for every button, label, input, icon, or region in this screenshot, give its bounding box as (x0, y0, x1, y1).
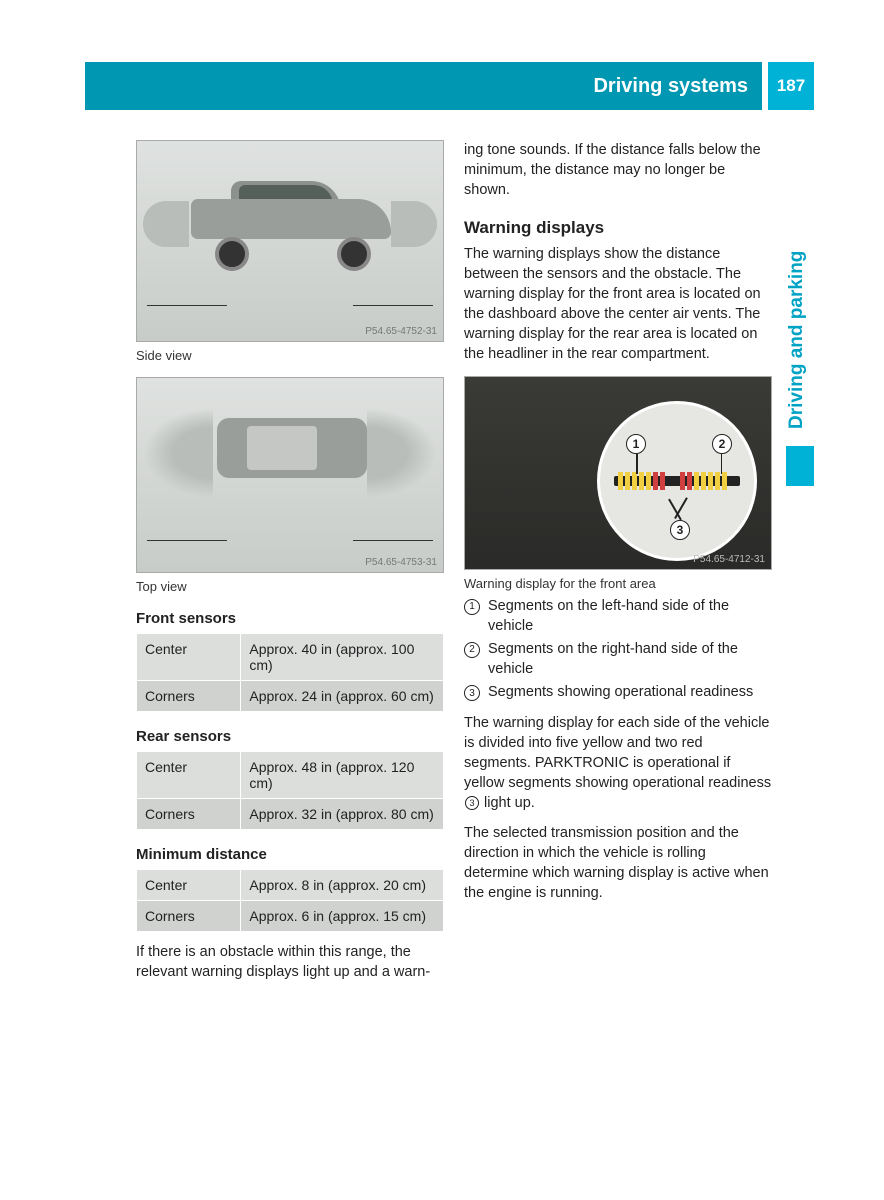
para-warning-intro: The warning displays show the distance b… (464, 244, 772, 364)
side-tab: Driving and parking (786, 240, 814, 486)
table-row: CenterApprox. 48 in (approx. 120 cm) (137, 752, 444, 799)
caption-side: Side view (136, 348, 444, 363)
callout-1: 1 (626, 434, 646, 454)
table-min-distance: CenterApprox. 8 in (approx. 20 cm) Corne… (136, 869, 444, 932)
table-row: CenterApprox. 40 in (approx. 100 cm) (137, 634, 444, 681)
side-tab-label: Driving and parking (786, 240, 808, 440)
heading-rear-sensors: Rear sensors (136, 728, 444, 745)
figure-top-view: P54.65-4753-31 (136, 377, 444, 573)
side-tab-block (786, 446, 814, 486)
header-title: Driving systems (85, 62, 762, 110)
page-header: Driving systems 187 (85, 62, 814, 110)
heading-min-distance: Minimum distance (136, 846, 444, 863)
left-column: P54.65-4752-31 Side view P54.65-4753-31 … (136, 140, 444, 982)
legend-list: 1Segments on the left-hand side of the v… (464, 597, 772, 703)
legend-item: 2Segments on the right-hand side of the … (464, 640, 772, 679)
table-rear-sensors: CenterApprox. 48 in (approx. 120 cm) Cor… (136, 751, 444, 830)
table-row: CornersApprox. 24 in (approx. 60 cm) (137, 681, 444, 712)
inline-callout-3: 3 (465, 796, 479, 810)
caption-top: Top view (136, 579, 444, 594)
content-area: P54.65-4752-31 Side view P54.65-4753-31 … (136, 140, 772, 982)
legend-item: 1Segments on the left-hand side of the v… (464, 597, 772, 636)
legend-item: 3Segments showing operational readiness (464, 683, 772, 703)
figure-label: P54.65-4753-31 (365, 557, 437, 568)
table-front-sensors: CenterApprox. 40 in (approx. 100 cm) Cor… (136, 633, 444, 712)
para-segments: The warning display for each side of the… (464, 713, 772, 813)
figure-dashboard: 1 2 3 P54.65-4712-31 (464, 376, 772, 570)
callout-2: 2 (712, 434, 732, 454)
right-column: ing tone sounds. If the distance falls b… (464, 140, 772, 982)
page-number: 187 (768, 62, 814, 110)
table-row: CenterApprox. 8 in (approx. 20 cm) (137, 870, 444, 901)
figure-side-view: P54.65-4752-31 (136, 140, 444, 342)
figure-label: P54.65-4712-31 (693, 554, 765, 565)
heading-front-sensors: Front sensors (136, 610, 444, 627)
heading-warning-displays: Warning displays (464, 218, 772, 238)
figure-label: P54.65-4752-31 (365, 326, 437, 337)
para-continuation: ing tone sounds. If the distance falls b… (464, 140, 772, 200)
caption-dash: Warning display for the front area (464, 576, 772, 591)
table-row: CornersApprox. 32 in (approx. 80 cm) (137, 799, 444, 830)
para-obstacle: If there is an obstacle within this rang… (136, 942, 444, 982)
para-transmission: The selected transmission position and t… (464, 823, 772, 903)
table-row: CornersApprox. 6 in (approx. 15 cm) (137, 901, 444, 932)
callout-3: 3 (670, 520, 690, 540)
